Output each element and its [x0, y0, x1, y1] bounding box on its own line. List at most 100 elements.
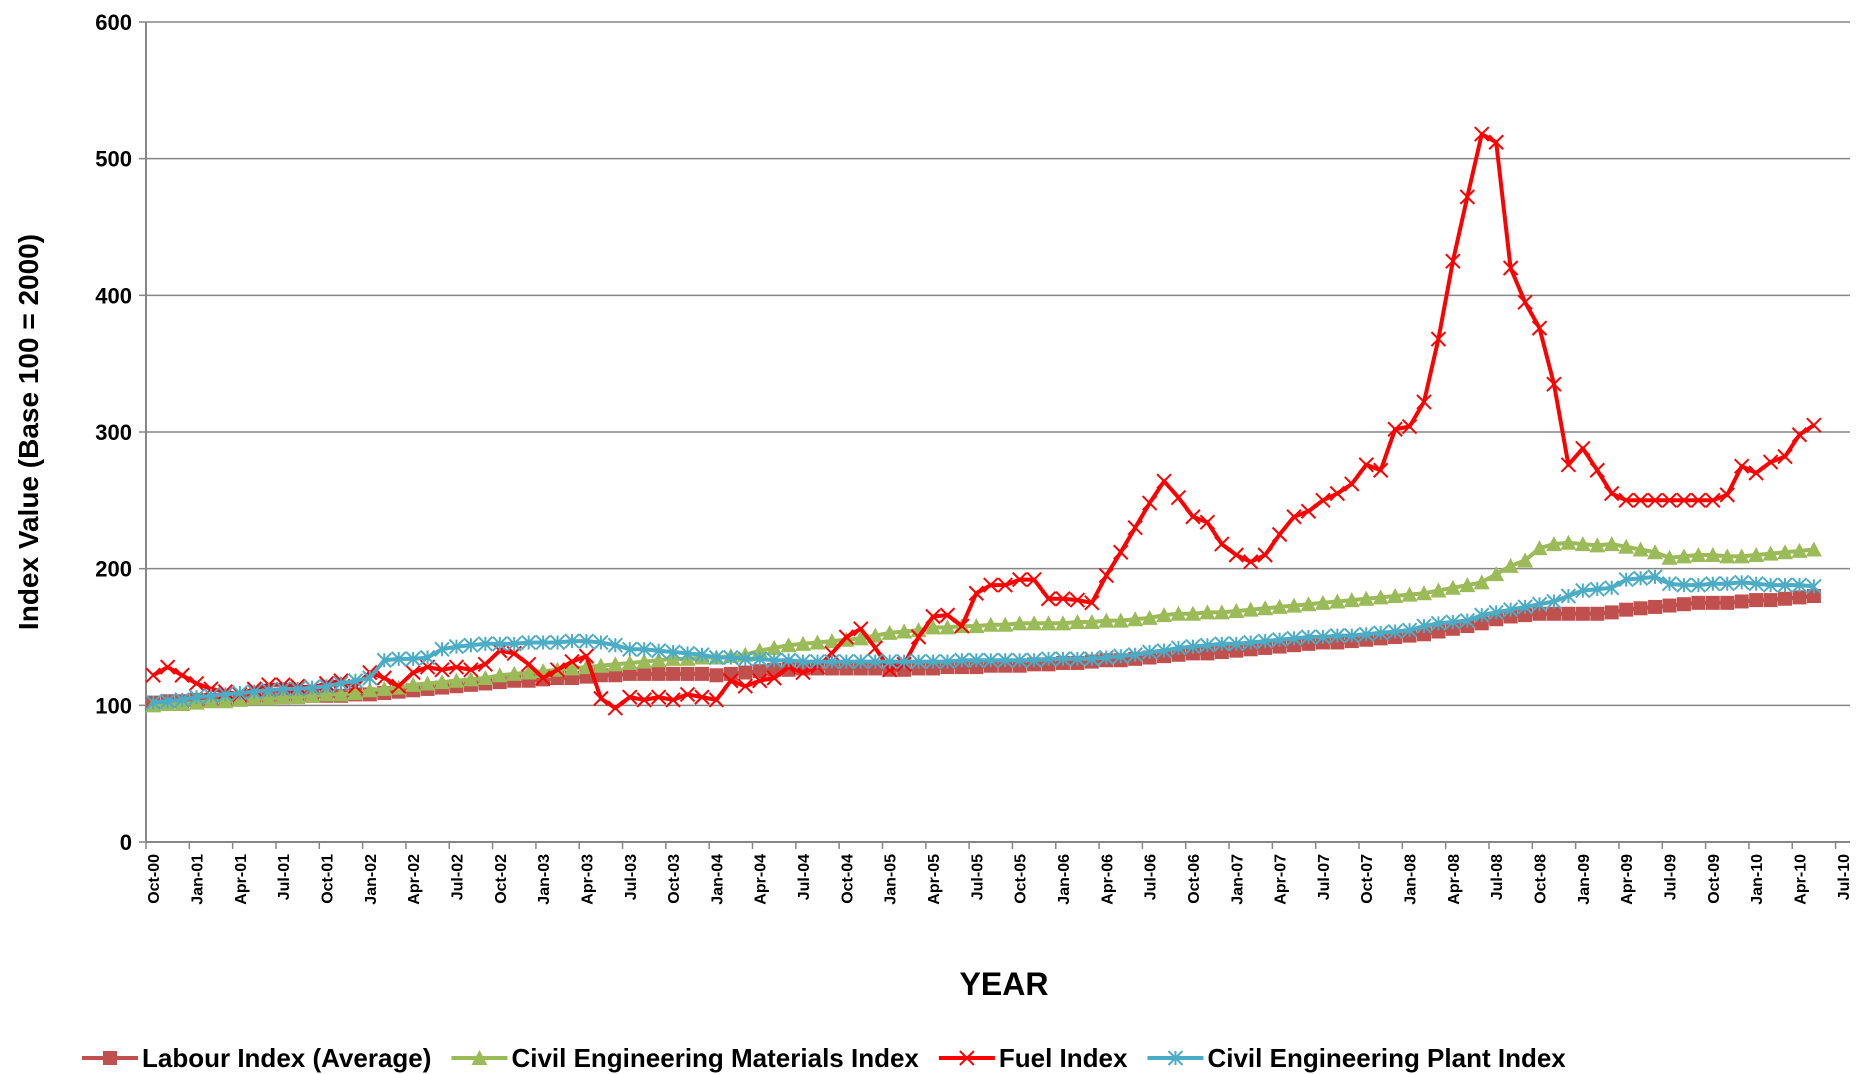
x-tick-label: Apr-02 [406, 854, 423, 905]
marker [1517, 552, 1534, 568]
marker [1113, 648, 1129, 664]
marker [564, 660, 580, 676]
marker [896, 653, 912, 670]
marker [622, 689, 638, 705]
marker [1228, 636, 1244, 652]
marker [1488, 134, 1504, 150]
marker [1720, 595, 1735, 610]
marker [954, 652, 970, 668]
marker [1387, 421, 1403, 437]
marker [1083, 613, 1100, 629]
marker [1546, 606, 1561, 621]
marker [1084, 595, 1100, 611]
x-tick-label: Oct-06 [1186, 854, 1203, 904]
marker [535, 634, 551, 651]
marker [1690, 547, 1707, 562]
marker [1662, 598, 1677, 613]
marker [1430, 331, 1447, 347]
marker [650, 652, 667, 668]
marker [1676, 577, 1692, 593]
marker [1748, 465, 1764, 481]
marker [1127, 519, 1143, 536]
x-tick-label: Oct-00 [146, 854, 163, 904]
marker [1344, 627, 1360, 644]
marker [1719, 575, 1735, 592]
marker [491, 667, 508, 683]
marker [1502, 260, 1519, 276]
marker [608, 668, 623, 683]
marker [925, 608, 941, 625]
marker [694, 647, 710, 663]
marker [1473, 574, 1490, 590]
marker [462, 671, 479, 687]
marker [1763, 593, 1778, 608]
marker [1401, 622, 1418, 638]
marker [1719, 548, 1736, 564]
marker [1141, 609, 1158, 625]
marker [174, 692, 190, 708]
series [145, 569, 1822, 711]
marker [159, 693, 176, 709]
marker [1705, 492, 1721, 509]
marker [1026, 571, 1042, 588]
marker [1286, 597, 1303, 613]
marker [910, 653, 927, 670]
marker [1589, 462, 1605, 478]
marker [1358, 590, 1375, 606]
marker [463, 662, 479, 678]
x-tick-label: Jul-01 [276, 854, 293, 900]
marker [391, 678, 407, 694]
marker [1445, 253, 1461, 269]
x-tick-label: Oct-02 [493, 854, 510, 904]
x-tick-label: Jan-09 [1576, 854, 1593, 905]
marker [1691, 595, 1706, 610]
marker [636, 692, 652, 708]
marker [1011, 615, 1028, 631]
y-tick-label: 100 [95, 693, 132, 718]
marker [1545, 536, 1562, 552]
x-tick-label: Jul-10 [1836, 854, 1853, 900]
marker [1676, 597, 1691, 612]
marker [1055, 591, 1071, 607]
marker [723, 649, 739, 666]
marker [1618, 492, 1634, 509]
marker [362, 670, 378, 686]
marker [159, 659, 176, 675]
marker [1416, 585, 1432, 601]
marker [520, 664, 537, 680]
marker [1300, 596, 1317, 612]
marker [766, 652, 782, 668]
marker [535, 670, 551, 686]
x-tick-label: Apr-06 [1099, 854, 1116, 905]
marker [1387, 623, 1403, 640]
marker [1314, 594, 1331, 610]
marker [853, 653, 869, 670]
marker [448, 638, 465, 655]
marker [838, 629, 855, 645]
marker [333, 675, 349, 692]
marker [232, 685, 248, 701]
marker [1286, 630, 1302, 647]
marker [650, 642, 667, 659]
marker [1805, 541, 1822, 557]
marker [666, 666, 681, 681]
marker [376, 680, 393, 696]
marker [997, 652, 1013, 668]
marker [1661, 492, 1678, 509]
marker [1502, 557, 1519, 573]
x-tick-label: Apr-03 [579, 854, 596, 905]
x-tick-label: Jan-08 [1403, 854, 1420, 905]
marker [1531, 596, 1548, 612]
marker [1199, 637, 1216, 653]
marker [1791, 542, 1808, 558]
marker [766, 639, 783, 655]
series-line [152, 132, 1816, 711]
marker [103, 1051, 117, 1065]
marker [1416, 618, 1432, 634]
marker [694, 666, 709, 681]
marker [867, 640, 883, 656]
x-tick-label: Jul-09 [1662, 854, 1679, 900]
marker [506, 636, 522, 652]
marker [1632, 570, 1649, 586]
marker [1011, 652, 1028, 668]
